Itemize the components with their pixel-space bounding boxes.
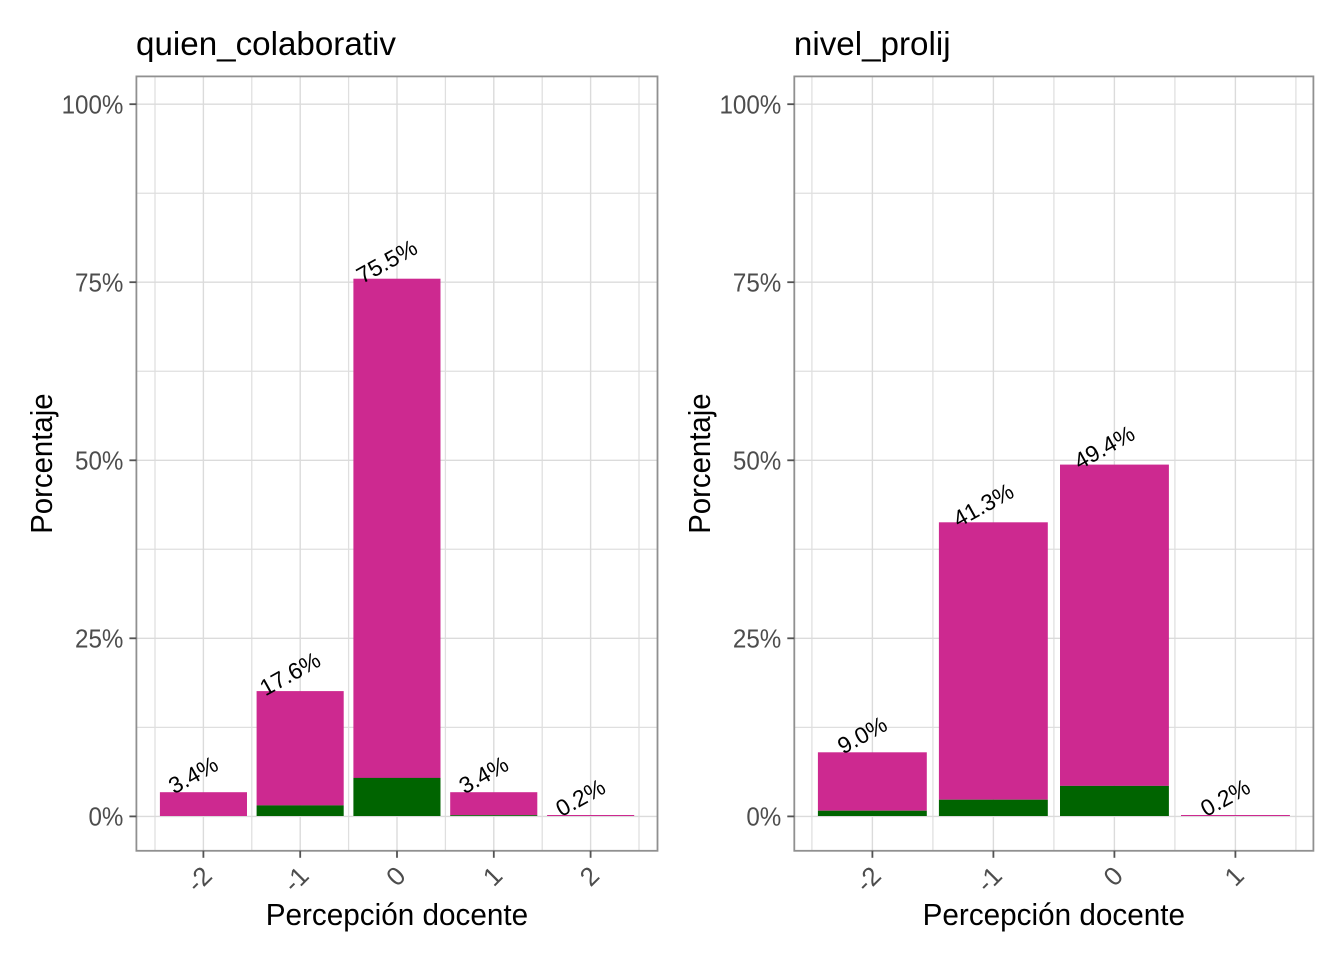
svg-text:Percepción docente: Percepción docente xyxy=(923,899,1185,932)
svg-text:0%: 0% xyxy=(88,803,123,832)
svg-text:100%: 100% xyxy=(719,91,781,120)
svg-text:quien_colaborativ: quien_colaborativ xyxy=(136,26,396,63)
svg-text:Porcentaje: Porcentaje xyxy=(26,393,59,533)
svg-text:50%: 50% xyxy=(75,447,123,476)
svg-text:Porcentaje: Porcentaje xyxy=(683,393,716,533)
svg-text:75%: 75% xyxy=(75,269,123,298)
svg-text:50%: 50% xyxy=(733,447,781,476)
svg-text:25%: 25% xyxy=(75,625,123,654)
svg-text:0%: 0% xyxy=(746,803,781,832)
svg-text:25%: 25% xyxy=(733,625,781,654)
svg-text:75%: 75% xyxy=(733,269,781,298)
svg-text:nivel_prolij: nivel_prolij xyxy=(794,26,951,63)
svg-text:Percepción docente: Percepción docente xyxy=(266,899,528,932)
svg-text:100%: 100% xyxy=(62,91,124,120)
